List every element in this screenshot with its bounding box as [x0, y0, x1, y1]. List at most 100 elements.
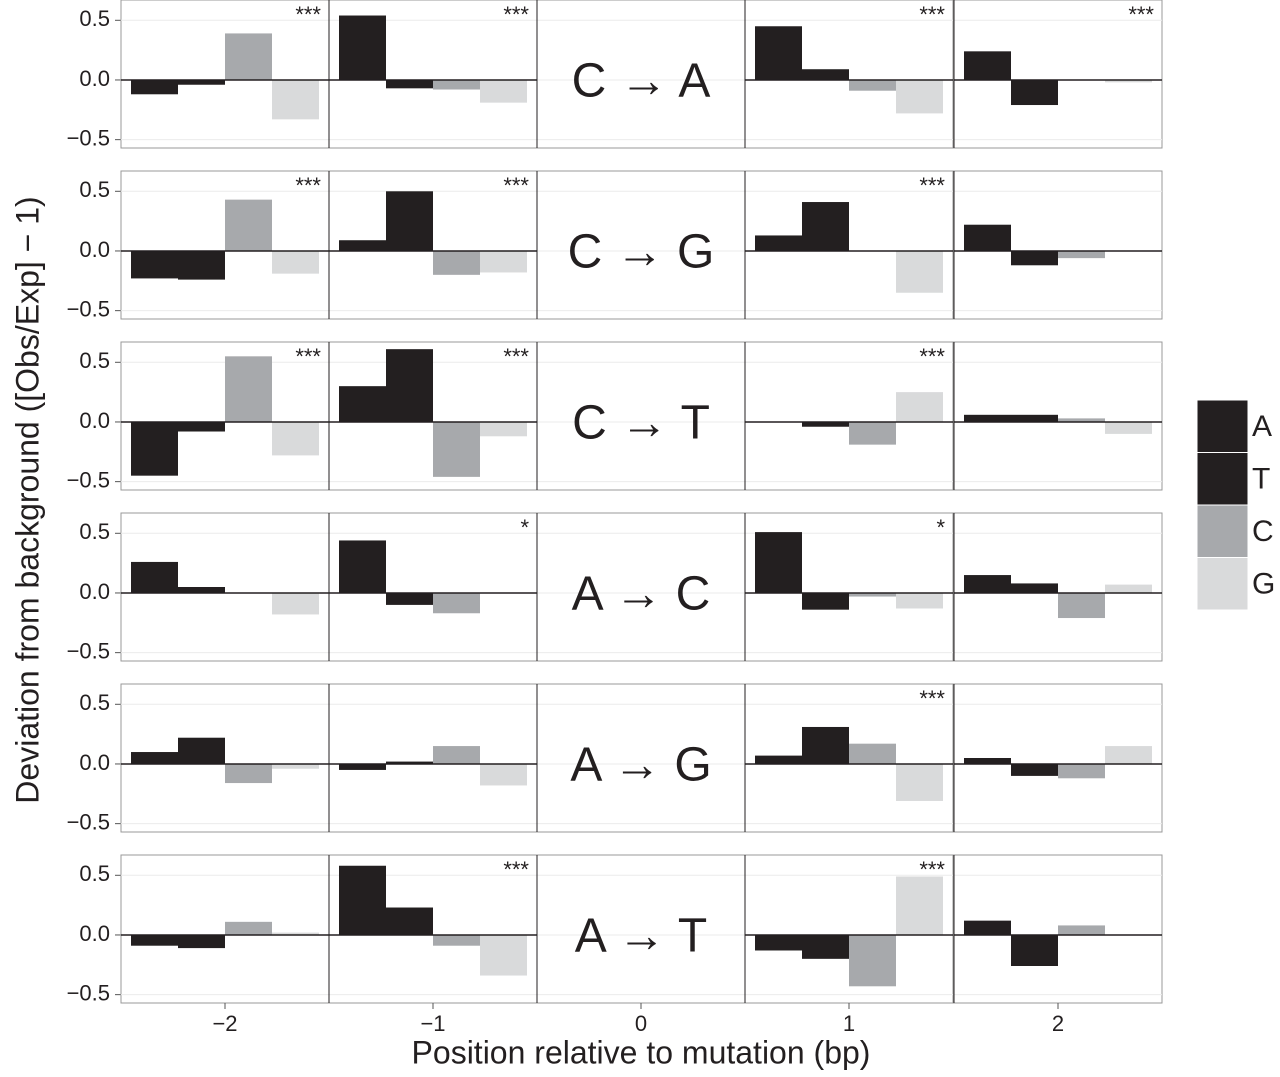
bar [755, 26, 802, 80]
bar [339, 240, 386, 251]
bar [755, 532, 802, 593]
bar [339, 865, 386, 935]
bar [896, 392, 943, 422]
bar [339, 386, 386, 422]
y-tick-label: −0.5 [67, 809, 110, 834]
bar [225, 763, 272, 784]
y-tick-label: 0.5 [79, 690, 110, 715]
bar [1105, 746, 1152, 764]
bar [272, 763, 319, 769]
significance: *** [919, 857, 945, 882]
bar [178, 587, 225, 593]
legend-key [1196, 557, 1249, 611]
bar [964, 920, 1011, 935]
x-tick-label: −2 [212, 1011, 237, 1036]
bar [1105, 584, 1152, 593]
bar [225, 199, 272, 251]
bar [896, 79, 943, 114]
significance: *** [503, 173, 529, 198]
bar [178, 934, 225, 949]
x-tick-label: 1 [843, 1011, 855, 1036]
y-tick-label: 0.0 [79, 66, 110, 91]
panel [536, 683, 746, 833]
legend-key [1196, 452, 1249, 506]
bar [433, 934, 480, 946]
bar [131, 934, 178, 946]
bar [802, 934, 849, 959]
bar [131, 561, 178, 593]
y-tick-label: 0.0 [79, 750, 110, 775]
bar [386, 592, 433, 605]
legend-key [1196, 504, 1249, 558]
bar [225, 33, 272, 80]
bar [480, 250, 527, 273]
panel [536, 854, 746, 1004]
bar [433, 746, 480, 764]
bar [386, 907, 433, 935]
panel [536, 512, 746, 662]
x-tick-label: 2 [1052, 1011, 1064, 1036]
mutation-label: A → C [572, 568, 711, 621]
y-tick-label: −0.5 [67, 638, 110, 663]
significance: *** [919, 686, 945, 711]
bar [964, 575, 1011, 593]
bar [480, 934, 527, 976]
significance: *** [1128, 2, 1154, 27]
panel [536, 170, 746, 320]
bar [433, 79, 480, 90]
mutation-label: C → A [572, 55, 711, 108]
x-tick-label: 0 [635, 1011, 647, 1036]
y-tick-label: −0.5 [67, 467, 110, 492]
bar [339, 15, 386, 80]
bar [849, 592, 896, 597]
y-tick-label: 0.5 [79, 6, 110, 31]
bar [386, 349, 433, 422]
bar [849, 79, 896, 91]
significance: *** [919, 2, 945, 27]
bar [802, 592, 849, 610]
mutation-label: C → G [568, 226, 715, 279]
bar [272, 592, 319, 615]
bar [802, 202, 849, 251]
bar [964, 224, 1011, 251]
bar [802, 69, 849, 80]
bar [1011, 414, 1058, 422]
bar [272, 79, 319, 120]
y-tick-label: 0.5 [79, 177, 110, 202]
bar [480, 421, 527, 437]
bar [386, 761, 433, 764]
bar [1058, 250, 1105, 259]
bar [896, 876, 943, 935]
bar [386, 79, 433, 89]
bar [1105, 421, 1152, 434]
bar [480, 763, 527, 786]
bar [755, 755, 802, 764]
bar [386, 191, 433, 251]
y-axis-title: Deviation from background ([Obs/Exp] − 1… [9, 196, 45, 803]
mutation-label: C → T [572, 397, 710, 450]
bar [1011, 583, 1058, 593]
bar [896, 763, 943, 801]
y-tick-label: 0.5 [79, 861, 110, 886]
bar [1058, 763, 1105, 779]
bar [131, 250, 178, 279]
bar [849, 421, 896, 445]
bar [178, 421, 225, 432]
legend-key [1196, 399, 1249, 453]
significance: *** [295, 173, 321, 198]
bar [339, 763, 386, 770]
legend-label: C [1252, 515, 1274, 548]
significance: *** [503, 344, 529, 369]
bar [964, 758, 1011, 764]
bar [1011, 934, 1058, 966]
significance: * [520, 515, 529, 540]
y-tick-label: 0.0 [79, 237, 110, 262]
bar [1011, 79, 1058, 106]
bar [272, 932, 319, 935]
significance: * [936, 515, 945, 540]
bar [802, 726, 849, 764]
significance: *** [503, 857, 529, 882]
bar [272, 250, 319, 274]
bar [896, 250, 943, 293]
bar [1058, 925, 1105, 935]
